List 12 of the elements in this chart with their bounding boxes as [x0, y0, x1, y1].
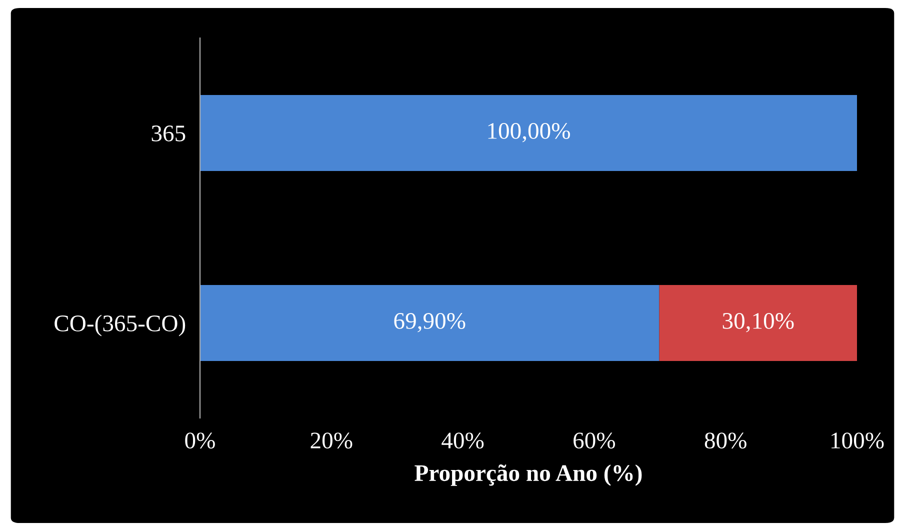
data-label: 30,10%	[722, 312, 794, 332]
y-tick-label: CO-(365-CO)	[54, 314, 186, 336]
x-tick-label: 40%	[442, 432, 484, 449]
data-label: 100,00%	[488, 122, 570, 142]
x-tick-label: 20%	[310, 432, 352, 449]
x-tick-label: 0%	[185, 432, 215, 449]
x-tick-label: 60%	[574, 432, 616, 449]
x-axis-title: Proporção no Ano (%)	[414, 464, 642, 486]
y-tick-label: 365	[152, 126, 186, 142]
data-label: 69,90%	[394, 312, 466, 332]
x-tick-label: 80%	[704, 432, 746, 449]
x-tick-label: 100%	[832, 432, 884, 449]
